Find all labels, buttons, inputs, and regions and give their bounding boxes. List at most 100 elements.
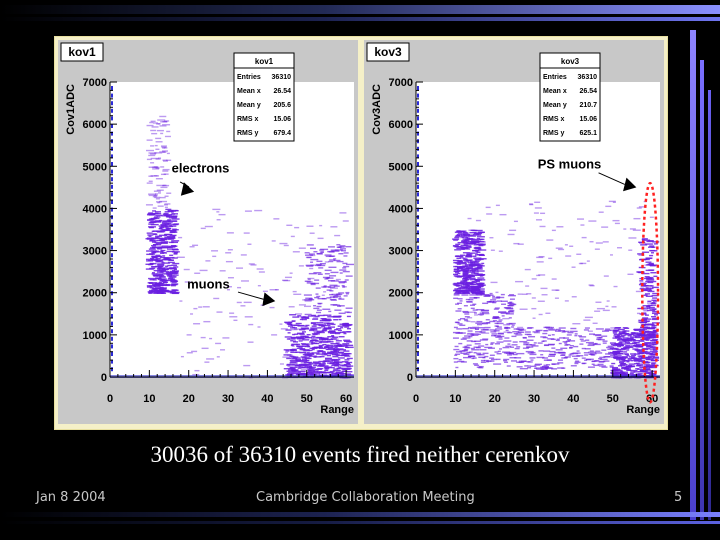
scatter-point <box>171 213 178 215</box>
scatter-point <box>151 132 158 135</box>
scatter-point <box>569 330 578 333</box>
scatter-point <box>304 299 313 301</box>
scatter-point <box>455 351 462 353</box>
scatter-point <box>519 340 528 343</box>
scatter-point <box>193 323 201 325</box>
scatter-point <box>467 326 472 329</box>
scatter-point <box>557 367 565 369</box>
scatter-points <box>145 115 354 379</box>
scatter-point <box>601 335 608 337</box>
scatter-point <box>157 274 161 277</box>
scatter-point <box>337 357 345 359</box>
scatter-point <box>155 137 162 140</box>
stats-box-bg <box>539 52 601 142</box>
scatter-point <box>621 367 629 370</box>
scatter-point <box>313 317 319 319</box>
scatter-point <box>306 265 314 267</box>
scatter-point <box>622 327 628 329</box>
scatter-point <box>633 359 640 361</box>
scatter-point <box>149 253 155 255</box>
scatter-point <box>636 312 640 315</box>
scatter-point <box>505 352 512 355</box>
scatter-point <box>476 284 483 286</box>
scatter-point <box>505 313 514 315</box>
scatter-point <box>335 340 342 342</box>
scatter-point <box>338 298 345 300</box>
scatter-point <box>525 344 532 346</box>
scatter-point <box>509 357 517 359</box>
scatter-point <box>648 332 655 334</box>
scatter-point <box>513 332 518 335</box>
scatter-point <box>173 253 178 255</box>
scatter-point <box>479 274 485 276</box>
scatter-point <box>608 353 615 355</box>
scatter-point <box>167 291 172 293</box>
scatter-point <box>463 276 472 278</box>
scatter-point <box>621 358 626 361</box>
scatter-point <box>612 337 621 339</box>
scatter-point <box>338 281 347 283</box>
scatter-point <box>346 365 354 367</box>
scatter-point <box>256 268 264 270</box>
scatter-point <box>541 294 548 296</box>
scatter-point <box>297 370 306 373</box>
scatter-point <box>453 348 460 351</box>
scatter-point <box>461 240 468 243</box>
scatter-point <box>494 307 500 309</box>
scatter-point <box>588 351 597 353</box>
y-tick-label: 1000 <box>83 330 107 342</box>
scatter-point <box>627 369 632 371</box>
edge-bar <box>417 260 419 265</box>
scatter-point <box>609 347 617 350</box>
scatter-point <box>536 261 544 263</box>
scatter-point <box>318 341 322 344</box>
scatter-point <box>312 318 319 320</box>
scatter-point <box>465 276 472 279</box>
scatter-point <box>330 338 337 340</box>
scatter-point <box>340 344 348 346</box>
scatter-point <box>146 124 154 127</box>
scatter-point <box>469 294 478 296</box>
scatter-point <box>475 293 482 296</box>
scatter-point <box>644 276 650 278</box>
scatter-point <box>461 232 469 234</box>
scatter-point <box>645 326 650 329</box>
scatter-point <box>508 317 512 319</box>
edge-bar <box>417 336 419 341</box>
scatter-point <box>310 322 318 324</box>
scatter-point <box>169 292 178 294</box>
scatter-point <box>532 331 539 333</box>
scatter-point <box>472 255 477 257</box>
scatter-point <box>454 236 460 239</box>
scatter-point <box>286 373 292 375</box>
scatter-point <box>159 227 163 229</box>
scatter-point <box>459 236 468 239</box>
scatter-point <box>463 239 468 242</box>
scatter-point <box>563 330 570 333</box>
scatter-point <box>576 355 584 357</box>
scatter-point <box>220 349 226 351</box>
scatter-point <box>310 261 314 263</box>
scatter-point <box>456 247 462 250</box>
scatter-point <box>329 332 336 334</box>
scatter-point <box>467 287 475 290</box>
scatter-point <box>324 327 332 329</box>
scatter-point <box>150 223 159 226</box>
scatter-point <box>551 229 556 232</box>
scatter-point <box>648 366 657 369</box>
edge-bar <box>417 329 419 334</box>
scatter-point <box>148 235 152 237</box>
scatter-point <box>490 331 497 333</box>
scatter-point <box>653 329 658 332</box>
scatter-point <box>634 349 640 351</box>
scatter-point <box>150 157 159 160</box>
scatter-point <box>641 289 648 291</box>
scatter-point <box>148 289 153 292</box>
scatter-point <box>466 253 471 256</box>
scatter-point <box>318 360 326 363</box>
scatter-point <box>151 273 158 275</box>
scatter-point <box>471 333 479 335</box>
scatter-point <box>493 316 500 318</box>
scatter-point <box>618 365 623 367</box>
scatter-point <box>588 220 597 222</box>
